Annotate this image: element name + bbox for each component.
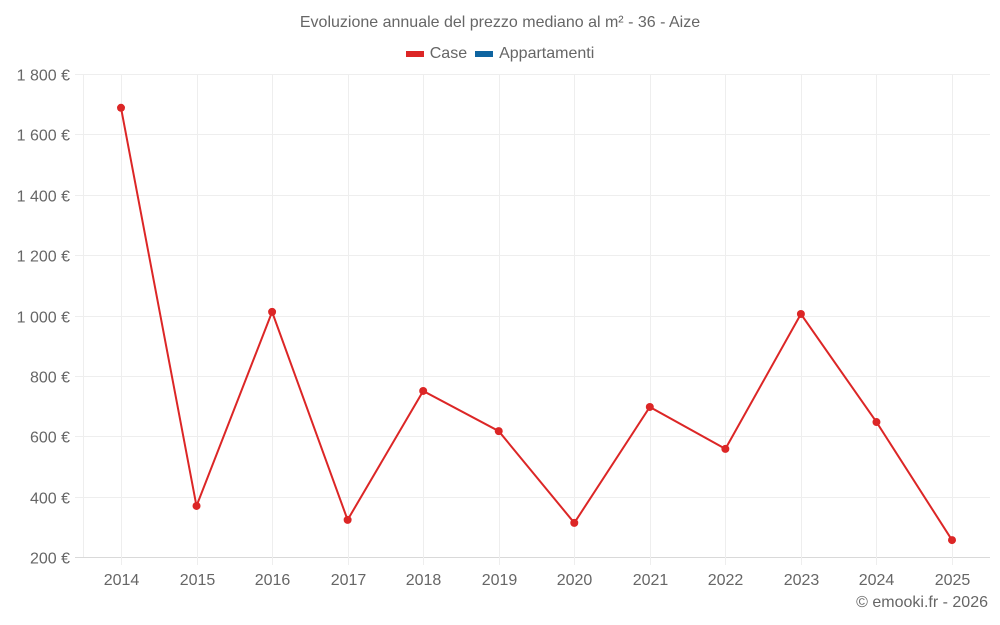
x-tick-label: 2017 [331,572,367,589]
chart-title: Evoluzione annuale del prezzo mediano al… [299,14,701,31]
y-tick-label: 800 € [30,370,70,387]
legend-item-case[interactable]: Case [405,45,468,63]
data-point[interactable] [192,501,201,510]
legend-swatch-appartamenti [475,51,494,57]
data-point[interactable] [494,427,503,436]
y-tick-label: 200 € [30,551,70,568]
series-line-case [120,107,953,541]
data-point[interactable] [645,402,654,411]
y-tick-label: 1 800 € [17,68,70,85]
copyright-footer: © emooki.fr - 2026 [856,594,988,611]
y-tick-label: 1 200 € [17,249,70,266]
x-tick-label: 2020 [557,572,593,589]
data-point[interactable] [872,418,881,427]
data-point[interactable] [343,515,352,524]
y-tick-label: 1 000 € [17,310,70,327]
x-tick-label: 2018 [406,572,442,589]
x-axis: 2014 2015 2016 2017 2018 2019 2020 2021 2022 2023… [104,572,971,589]
series-case [117,103,956,545]
y-tick-label: 1 600 € [17,128,70,145]
x-tick-label: 2015 [180,572,216,589]
y-axis: 200 € 400 € 600 € 800 € 1 000 € 1 200 € 1 400 … [17,68,70,568]
data-point[interactable] [268,307,277,316]
y-tick-label: 400 € [30,491,70,508]
y-tick-label: 1 400 € [17,189,70,206]
x-tick-label: 2025 [935,572,971,589]
x-tick-label: 2021 [633,572,669,589]
data-point[interactable] [721,444,730,453]
y-tick-label: 600 € [30,430,70,447]
legend-label-case: Case [429,45,468,62]
legend-item-appartamenti[interactable]: Appartamenti [475,45,594,63]
data-point[interactable] [796,309,805,318]
legend-label-appartamenti: Appartamenti [499,45,595,62]
x-tick-label: 2014 [104,572,140,589]
x-tick-label: 2016 [255,572,291,589]
data-point[interactable] [419,386,428,395]
x-tick-label: 2023 [784,572,820,589]
x-tick-label: 2019 [482,572,518,589]
data-point[interactable] [570,518,579,527]
chart-legend: Case Appartamenti [0,45,1000,63]
x-tick-label: 2024 [859,572,895,589]
data-point[interactable] [117,103,125,112]
gridlines [75,74,990,565]
legend-swatch-case [405,51,424,57]
x-tick-label: 2022 [708,572,744,589]
data-point[interactable] [948,536,956,545]
